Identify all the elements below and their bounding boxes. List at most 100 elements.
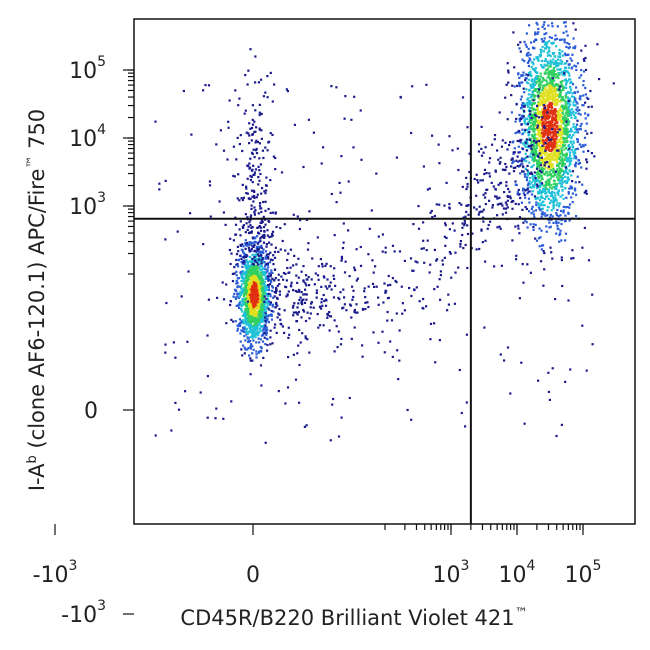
- event-dot: [229, 237, 232, 240]
- event-dot: [529, 73, 532, 76]
- event-dot: [504, 141, 507, 144]
- event-dot: [552, 207, 555, 210]
- event-dot: [249, 283, 252, 287]
- event-dot: [247, 310, 250, 314]
- event-dot: [262, 318, 265, 321]
- event-dot: [547, 173, 550, 176]
- event-dot: [540, 49, 543, 52]
- event-dot: [561, 80, 564, 83]
- event-dot: [265, 271, 268, 274]
- event-dot: [426, 239, 429, 242]
- event-dot: [521, 189, 525, 192]
- event-dot: [275, 302, 278, 306]
- event-dot: [339, 343, 343, 346]
- event-dot: [556, 208, 559, 212]
- event-dot: [243, 112, 246, 115]
- event-dot: [539, 137, 543, 140]
- event-dot: [559, 195, 562, 198]
- event-dot: [461, 96, 465, 99]
- event-dot: [519, 118, 523, 121]
- event-dot: [248, 319, 251, 323]
- event-dot: [261, 235, 264, 238]
- event-dot: [537, 93, 540, 96]
- event-dot: [555, 61, 558, 64]
- event-dot: [466, 126, 469, 129]
- event-dot: [548, 115, 551, 118]
- event-dot: [320, 307, 323, 310]
- event-dot: [560, 115, 563, 118]
- event-dot: [236, 292, 239, 295]
- event-dot: [268, 300, 271, 303]
- event-dot: [564, 78, 567, 81]
- event-dot: [559, 159, 562, 162]
- event-dot: [569, 91, 572, 94]
- event-dot: [248, 162, 251, 165]
- event-dot: [565, 30, 568, 33]
- event-dot: [244, 302, 248, 305]
- event-dot: [478, 211, 481, 214]
- event-dot: [505, 83, 508, 86]
- event-dot: [253, 173, 256, 176]
- event-dot: [540, 161, 543, 164]
- event-dot: [555, 220, 558, 224]
- event-dot: [438, 162, 441, 165]
- event-dot: [227, 120, 230, 123]
- event-dot: [529, 85, 532, 88]
- event-dot: [546, 128, 549, 131]
- event-dot: [253, 206, 256, 209]
- event-dot: [548, 70, 551, 74]
- event-dot: [534, 70, 537, 73]
- event-dot: [529, 183, 532, 186]
- event-dot: [535, 115, 538, 118]
- event-dot: [511, 84, 514, 87]
- event-dot: [560, 176, 563, 179]
- event-dot: [534, 124, 537, 127]
- event-dot: [555, 153, 558, 156]
- event-dot: [352, 295, 355, 299]
- event-dot: [543, 153, 547, 156]
- event-dot: [574, 181, 577, 184]
- event-dot: [530, 103, 534, 106]
- event-dot: [294, 289, 297, 293]
- event-dot: [264, 441, 267, 444]
- event-dot: [460, 203, 463, 206]
- event-dot: [343, 271, 347, 274]
- event-dot: [257, 258, 260, 261]
- event-dot: [541, 89, 544, 92]
- event-dot: [260, 303, 263, 306]
- event-dot: [536, 77, 540, 80]
- event-dot: [429, 263, 432, 266]
- event-dot: [253, 304, 256, 307]
- event-dot: [545, 171, 548, 174]
- event-dot: [438, 203, 441, 206]
- event-dot: [541, 182, 544, 185]
- event-dot: [263, 289, 266, 292]
- event-dot: [533, 186, 536, 189]
- event-dot: [506, 206, 509, 209]
- event-dot: [337, 296, 340, 299]
- event-dot: [554, 197, 557, 200]
- event-dot: [273, 250, 277, 254]
- event-dot: [529, 271, 532, 274]
- event-dot: [272, 155, 275, 158]
- event-dot: [547, 114, 550, 117]
- event-dot: [247, 132, 250, 135]
- event-dot: [249, 335, 252, 338]
- event-dot: [541, 190, 544, 193]
- event-dot: [552, 58, 555, 61]
- event-dot: [525, 149, 528, 152]
- event-dot: [536, 196, 539, 199]
- event-dot: [560, 209, 563, 213]
- event-dot: [537, 95, 540, 98]
- event-dot: [233, 288, 237, 291]
- event-dot: [245, 323, 248, 326]
- event-dot: [293, 123, 296, 126]
- x-tick-label: 104: [499, 558, 536, 588]
- event-dot: [575, 86, 578, 89]
- event-dot: [258, 268, 262, 271]
- event-dot: [246, 279, 249, 282]
- event-dot: [257, 263, 260, 266]
- event-dot: [521, 106, 524, 109]
- event-dot: [249, 347, 252, 350]
- event-dot: [330, 85, 333, 88]
